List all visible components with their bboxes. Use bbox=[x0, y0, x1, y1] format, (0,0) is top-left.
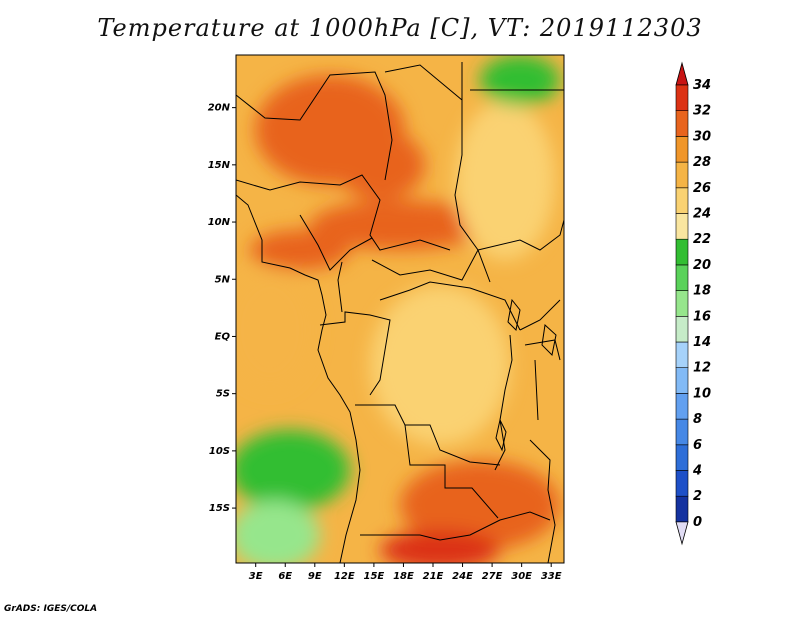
colorbar-overflow-low bbox=[675, 521, 689, 546]
chart-title: Temperature at 1000hPa [C], VT: 20191123… bbox=[97, 14, 703, 42]
colorbar-overflow-high bbox=[675, 61, 689, 86]
colorbar-swatch-0-2 bbox=[675, 495, 689, 523]
colorbar-label-26: 26 bbox=[693, 181, 711, 196]
colorbar-label-18: 18 bbox=[693, 284, 711, 299]
colorbar-label-30: 30 bbox=[693, 129, 711, 144]
x-tick-label-9E: 9E bbox=[308, 571, 322, 582]
border-sahel bbox=[236, 174, 451, 251]
region-angola-coast-ocean bbox=[236, 430, 350, 510]
x-tick-label-30E: 30E bbox=[511, 571, 532, 582]
colorbar-swatch-10-12 bbox=[675, 367, 689, 394]
colorbar-label-16: 16 bbox=[693, 309, 711, 324]
y-tick-label-10S: 10S bbox=[209, 446, 230, 457]
y-tick-label-5S: 5S bbox=[216, 389, 230, 400]
colorbar-swatch-16-18 bbox=[675, 290, 689, 317]
colorbar-label-14: 14 bbox=[693, 335, 711, 350]
region-sahel-belt-8-12n bbox=[250, 230, 350, 270]
lake-outline-2 bbox=[495, 418, 507, 452]
y-tick-label-15S: 15S bbox=[209, 503, 230, 514]
x-axis: 3E 6E 9E 12E 15E 18E 21E 24E 27E 30E 33E bbox=[249, 563, 562, 582]
colorbar-label-32: 32 bbox=[693, 104, 711, 119]
x-tick-label-27E: 27E bbox=[482, 571, 503, 582]
border-gabon-congo bbox=[319, 311, 391, 396]
border-cameroon bbox=[337, 261, 343, 313]
colorbar-label-34: 34 bbox=[693, 78, 711, 93]
colorbar-swatch-12-14 bbox=[675, 341, 689, 369]
colorbar-label-4: 4 bbox=[692, 464, 702, 479]
colorbar-swatch-20-22 bbox=[675, 238, 689, 266]
colorbar-swatch-8-10 bbox=[675, 393, 689, 420]
x-tick-label-21E: 21E bbox=[423, 571, 444, 582]
border-drc-east bbox=[494, 334, 513, 471]
border-drc-south bbox=[355, 404, 501, 466]
colorbar-label-6: 6 bbox=[693, 438, 702, 453]
region-gulf-of-guinea-ocean bbox=[236, 270, 315, 390]
border-algeria-niger bbox=[236, 71, 393, 181]
colorbar-swatch-14-16 bbox=[675, 315, 689, 343]
colorbar-label-8: 8 bbox=[693, 412, 702, 427]
colorbar-label-12: 12 bbox=[693, 361, 711, 376]
colorbar-swatch-26-28 bbox=[675, 161, 689, 189]
x-tick-label-24E: 24E bbox=[452, 571, 473, 582]
coastline-west bbox=[236, 194, 361, 563]
colorbar-swatch-24-26 bbox=[675, 187, 689, 214]
y-axis: 20N 15N 10N 5N EQ 5S 10S 15S bbox=[208, 103, 236, 514]
colorbar-label-20: 20 bbox=[693, 258, 711, 273]
colorbar-swatch-4-6 bbox=[675, 444, 689, 471]
border-east-africa bbox=[477, 219, 564, 251]
lake-outline-3 bbox=[541, 324, 557, 357]
border-car bbox=[371, 249, 479, 281]
colorbar-label-10: 10 bbox=[693, 386, 711, 401]
colorbar-label-0: 0 bbox=[693, 515, 702, 530]
x-tick-label-6E: 6E bbox=[278, 571, 292, 582]
colorbar-label-28: 28 bbox=[693, 155, 711, 170]
border-chad-sudan bbox=[384, 64, 491, 283]
colorbar-swatch-30-32 bbox=[675, 110, 689, 137]
y-tick-label-20N: 20N bbox=[208, 103, 231, 114]
colorbar-label-2: 2 bbox=[693, 489, 702, 504]
country-borders bbox=[236, 62, 564, 563]
temperature-map bbox=[236, 55, 564, 563]
region-benguela-south-ocean bbox=[236, 500, 320, 563]
region-nile-sudan-east bbox=[455, 100, 555, 260]
colorbar-label-22: 22 bbox=[693, 232, 711, 247]
x-tick-label-18E: 18E bbox=[393, 571, 414, 582]
colorbar-swatch-2-4 bbox=[675, 470, 689, 497]
border-mozambique bbox=[529, 439, 556, 563]
region-lake-chad-basin bbox=[335, 130, 425, 200]
grads-credit: GrADS: IGES/COLA bbox=[4, 604, 98, 614]
border-nigeria bbox=[299, 214, 373, 271]
border-drc-north bbox=[379, 281, 521, 331]
colorbar-swatch-22-24 bbox=[675, 213, 689, 240]
colorbar-swatch-6-8 bbox=[675, 418, 689, 446]
border-egypt bbox=[461, 62, 564, 100]
lake-outline-1 bbox=[507, 298, 521, 332]
colorbar-swatch-28-30 bbox=[675, 136, 689, 163]
y-tick-label-15N: 15N bbox=[208, 160, 231, 171]
y-tick-label-10N: 10N bbox=[208, 217, 231, 228]
region-zambia-zimbabwe bbox=[400, 460, 560, 550]
colorbar-swatch-32-34 bbox=[675, 84, 689, 112]
region-egypt-red-sea-coast bbox=[480, 55, 560, 105]
plot-frame bbox=[235, 54, 565, 564]
border-angola-zambia bbox=[404, 424, 499, 519]
colorbar-label-24: 24 bbox=[693, 207, 711, 222]
colorbar-swatch-18-20 bbox=[675, 264, 689, 291]
region-kalahari-south bbox=[380, 530, 500, 563]
border-zambia-south bbox=[360, 511, 551, 541]
region-congo-basin bbox=[370, 285, 510, 445]
x-tick-label-33E: 33E bbox=[541, 571, 562, 582]
y-tick-label-EQ: EQ bbox=[215, 331, 231, 342]
y-tick-label-5N: 5N bbox=[215, 274, 231, 285]
x-tick-label-12E: 12E bbox=[334, 571, 355, 582]
region-sahel-belt-8-12n bbox=[310, 200, 490, 250]
x-tick-label-15E: 15E bbox=[364, 571, 385, 582]
x-tick-label-3E: 3E bbox=[249, 571, 263, 582]
